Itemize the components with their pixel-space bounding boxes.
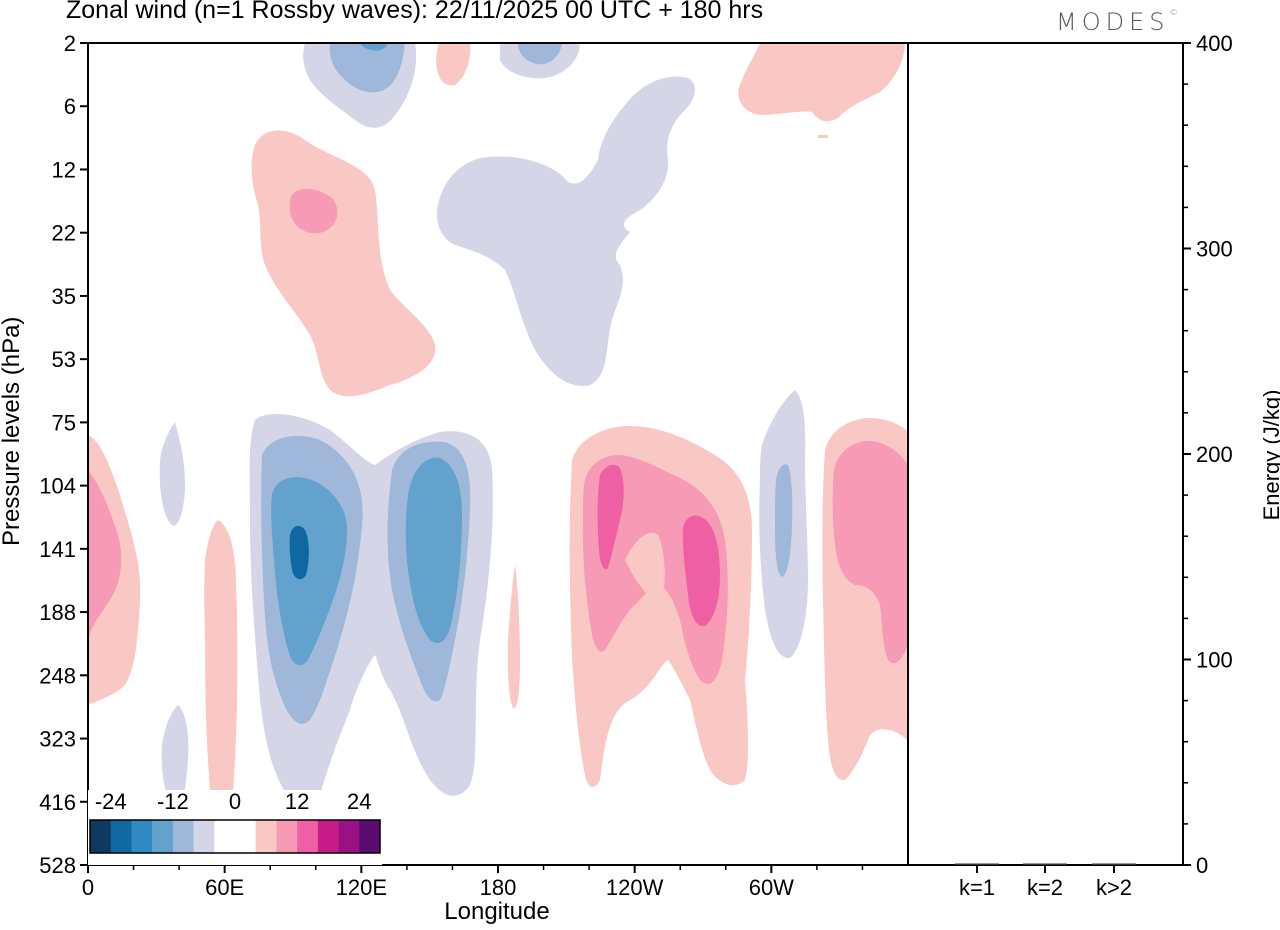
colorbar-swatch [235, 820, 257, 853]
neg-small-b [161, 705, 189, 810]
colorbar-swatch [276, 820, 298, 853]
colorbar-border [89, 819, 381, 854]
colorbar-swatch [131, 820, 153, 853]
pos-trop-atlantic-lvl2 [832, 440, 908, 664]
pos-trop-pacific-lvl3b [682, 515, 720, 627]
y-tick-label: 22 [52, 221, 76, 246]
x-tick-label: 120E [336, 875, 387, 900]
neg-lvl3-stratosphere-a [360, 43, 388, 51]
neg-lvl2-stratosphere-c [518, 43, 562, 65]
y2-axis-ticks: 0 100 200 300 400 [1183, 31, 1233, 878]
pos-lvl1-stratosphere-b [436, 43, 471, 86]
chart-title: Zonal wind (n=1 Rossby waves): 22/11/202… [66, 0, 764, 24]
colorbar-swatch [110, 820, 132, 853]
y2-tick-label: 0 [1196, 853, 1208, 878]
y-tick-label: 104 [39, 474, 76, 499]
brand-logo: MODES© [1056, 8, 1177, 36]
colorbar-swatch [90, 820, 112, 853]
energy-plot-frame [907, 42, 1184, 866]
x-axis-ticks: 0 60E 120E 180 120W 60W [82, 865, 864, 900]
pos-trop-pacific-lvl3a [597, 464, 624, 570]
x-axis-label: Longitude [444, 898, 550, 925]
colorbar-swatch [255, 820, 277, 853]
neg-trop-east-lvl3 [405, 457, 462, 644]
colorbar-label: -12 [157, 789, 189, 814]
brand-mark: © [1169, 8, 1178, 17]
pos-trop-edge-lvl2 [88, 470, 122, 640]
y2-tick-label: 400 [1196, 31, 1233, 56]
y-tick-label: 6 [64, 94, 76, 119]
x-tick-label: 0 [82, 875, 94, 900]
contour-field [88, 43, 908, 862]
neg-trop-west-lvl4 [289, 525, 309, 580]
brand-name: MODES [1056, 8, 1170, 36]
x-tick-label: 120W [606, 875, 664, 900]
y-tick-label: 141 [39, 537, 76, 562]
y-tick-label: 188 [39, 600, 76, 625]
y-tick-label: 248 [39, 663, 76, 688]
y2-tick-label: 300 [1196, 237, 1233, 262]
y-tick-label: 35 [52, 284, 76, 309]
colorbar-label: -24 [95, 789, 127, 814]
colorbar-swatch [193, 820, 215, 853]
pos-lvl1-stratosphere-d [818, 135, 828, 138]
energy-bar [955, 863, 999, 865]
y2-axis-label: Energy (J/kg) [1259, 389, 1280, 521]
pos-small-a [204, 520, 238, 862]
neg-small-a [159, 422, 186, 526]
y-axis-label: Pressure levels (hPa) [0, 316, 25, 546]
y-axis-ticks: 2 6 12 22 35 53 75 104 141 188 248 323 416 528 [39, 31, 88, 878]
y-tick-label: 75 [52, 410, 76, 435]
pos-lvl1-stratosphere-c [738, 43, 905, 122]
y-tick-label: 323 [39, 727, 76, 752]
neg-lvl2-stratosphere-a [329, 43, 405, 93]
colorbar-swatch [338, 820, 360, 853]
pos-lvl2-stratosphere-a [290, 188, 338, 234]
y-tick-label: 12 [52, 157, 76, 182]
x-tick-label: 60W [749, 875, 794, 900]
energy-bar [1092, 863, 1136, 865]
energy-category-label: k=1 [959, 875, 995, 900]
pos-trop-pacific-lvl2-mid [625, 532, 665, 598]
x-tick-label: 60E [205, 875, 244, 900]
energy-category-label: k=2 [1027, 875, 1063, 900]
y-tick-label: 53 [52, 347, 76, 372]
colorbar: -24 -12 0 12 24 [88, 789, 382, 865]
colorbar-swatch [297, 820, 319, 853]
colorbar-label: 24 [347, 789, 371, 814]
neg-lvl1-stratosphere-b [436, 76, 696, 386]
colorbar-label: 0 [229, 789, 241, 814]
neg-trop-americas-lvl2 [775, 464, 793, 577]
y-tick-label: 528 [39, 853, 76, 878]
colorbar-swatch [214, 820, 236, 853]
colorbar-swatch [152, 820, 174, 853]
colorbar-label: 12 [285, 789, 309, 814]
colorbar-swatch [172, 820, 194, 853]
y2-tick-label: 100 [1196, 648, 1233, 673]
energy-category-label: k>2 [1096, 875, 1132, 900]
colorbar-swatch [359, 820, 381, 853]
y-tick-label: 416 [39, 790, 76, 815]
x-tick-label: 180 [480, 875, 517, 900]
energy-bar [1023, 863, 1067, 865]
pos-small-b [507, 565, 520, 709]
colorbar-swatch [317, 820, 339, 853]
y2-tick-label: 200 [1196, 442, 1233, 467]
pos-lvl1-stratosphere-a [251, 130, 436, 397]
neg-trop-west-lvl3 [271, 477, 348, 666]
y-tick-label: 2 [64, 31, 76, 56]
energy-bars: k=1 k=2 k>2 [955, 863, 1136, 900]
